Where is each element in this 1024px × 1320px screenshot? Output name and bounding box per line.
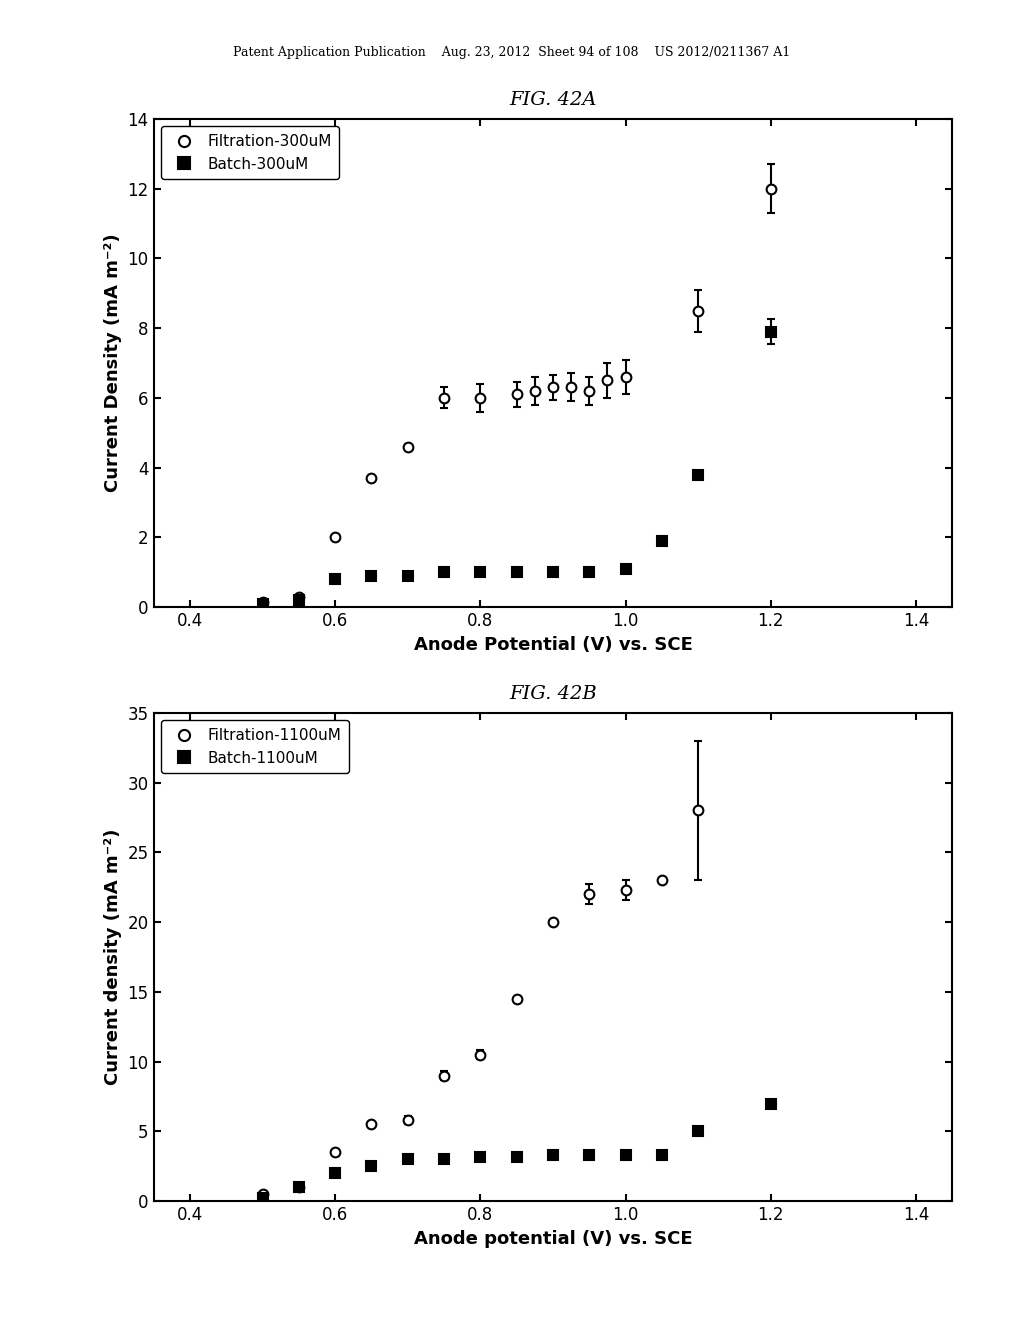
Legend: Filtration-1100uM, Batch-1100uM: Filtration-1100uM, Batch-1100uM (161, 721, 348, 774)
Title: FIG. 42B: FIG. 42B (509, 685, 597, 704)
Legend: Filtration-300uM, Batch-300uM: Filtration-300uM, Batch-300uM (161, 127, 339, 180)
X-axis label: Anode potential (V) vs. SCE: Anode potential (V) vs. SCE (414, 1230, 692, 1247)
Y-axis label: Current Density (mA m⁻²): Current Density (mA m⁻²) (103, 234, 122, 492)
Text: Patent Application Publication    Aug. 23, 2012  Sheet 94 of 108    US 2012/0211: Patent Application Publication Aug. 23, … (233, 46, 791, 59)
X-axis label: Anode Potential (V) vs. SCE: Anode Potential (V) vs. SCE (414, 636, 692, 653)
Y-axis label: Current density (mA m⁻²): Current density (mA m⁻²) (104, 829, 122, 1085)
Title: FIG. 42A: FIG. 42A (509, 91, 597, 110)
